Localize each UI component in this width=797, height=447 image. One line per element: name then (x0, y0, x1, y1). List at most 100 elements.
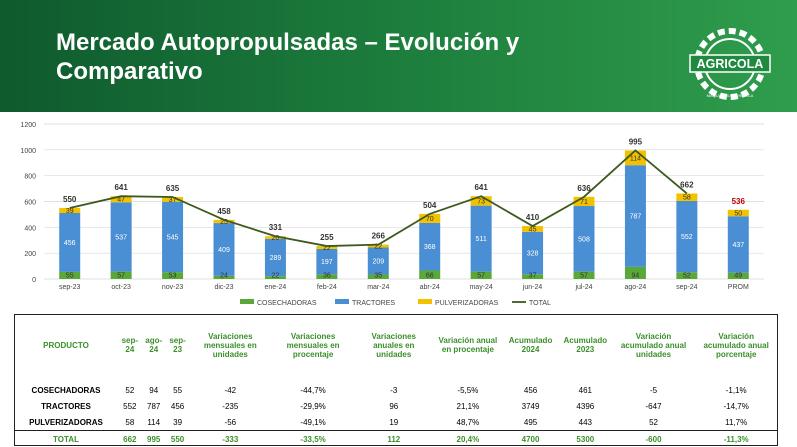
data-label-tractores: 328 (527, 251, 539, 258)
table-cell: -42 (189, 382, 271, 398)
y-tick-label: 800 (24, 174, 36, 181)
data-label-pulverizadoras: 73 (477, 198, 485, 205)
data-label-cosechadoras: 94 (632, 273, 640, 280)
data-label-total: 641 (114, 183, 128, 192)
data-label-pulverizadoras: 39 (66, 208, 74, 215)
table-cell: 550 (166, 431, 190, 447)
table-cell: 4396 (558, 398, 613, 414)
table-cell: 20,4% (433, 431, 504, 447)
table-cell: 995 (142, 431, 166, 447)
data-label-tractores: 437 (732, 242, 744, 249)
data-label-total: 995 (629, 137, 643, 146)
data-label-pulverizadoras: 70 (426, 216, 434, 223)
data-label-tractores: 537 (115, 234, 127, 241)
table-cell: -49,1% (271, 414, 355, 431)
data-label-total: 636 (577, 184, 591, 193)
data-label-total: 331 (269, 223, 283, 232)
table-header-cell: sep-23 (166, 314, 190, 376)
x-tick-label: mar-24 (367, 284, 389, 291)
table-cell: 96 (355, 398, 433, 414)
data-label-tractores: 368 (424, 244, 436, 251)
data-label-tractores: 456 (64, 240, 76, 247)
legend-label: COSECHADORAS (257, 300, 317, 307)
table-cell: 52 (118, 382, 142, 398)
x-tick-label: ago-24 (625, 284, 647, 291)
y-tick-label: 400 (24, 225, 36, 232)
data-label-cosechadoras: 35 (374, 273, 382, 280)
table-cell: -14,7% (694, 398, 778, 414)
data-label-cosechadoras: 49 (734, 273, 742, 280)
table-cell: 461 (558, 382, 613, 398)
data-label-tractores: 545 (167, 234, 179, 241)
table-cell: 112 (355, 431, 433, 447)
x-tick-label: sep-24 (676, 284, 698, 291)
logo-subtext: MAQUINARIA AGRICOLA (707, 93, 754, 98)
x-tick-label: ene-24 (265, 284, 287, 291)
table-cell-product: TRACTORES (14, 398, 118, 414)
table-cell: -11,3% (694, 431, 778, 447)
table-cell-product: TOTAL (14, 431, 118, 447)
data-label-cosechadoras: 55 (66, 273, 74, 280)
data-label-cosechadoras: 53 (169, 273, 177, 280)
table-header-producto: PRODUCTO (14, 314, 118, 376)
data-label-total: 458 (217, 207, 231, 216)
data-label-cosechadoras: 22 (272, 273, 280, 280)
table-cell: 114 (142, 414, 166, 431)
table-cell: 58 (118, 414, 142, 431)
y-tick-label: 600 (24, 200, 36, 207)
table-cell: 52 (613, 414, 695, 431)
data-label-cosechadoras: 52 (683, 273, 691, 280)
data-label-total: 255 (320, 233, 334, 242)
data-label-cosechadoras: 37 (529, 273, 537, 280)
legend-swatch-tractores (335, 299, 349, 304)
y-tick-label: 1200 (20, 122, 36, 129)
table-cell: -333 (189, 431, 271, 447)
table-cell: -5 (613, 382, 695, 398)
table-cell: -3 (355, 382, 433, 398)
x-tick-label: dic-23 (214, 284, 233, 291)
x-tick-label: PROM (728, 284, 749, 291)
page-title: Mercado Autopropulsadas – Evolución y Co… (56, 28, 616, 86)
table-cell: 11,7% (694, 414, 778, 431)
x-tick-label: jun-24 (522, 284, 543, 291)
table-cell: -33,5% (271, 431, 355, 447)
table-cell: 21,1% (433, 398, 504, 414)
table-header-cell: Variaciones mensuales en procentaje (271, 314, 355, 376)
table-cell-product: PULVERIZADORAS (14, 414, 118, 431)
stacked-bar-chart: 0200400600800100012005545639sep-23575374… (0, 115, 797, 315)
data-label-total: 662 (680, 180, 694, 189)
table-header-cell: Variación acumulado anual unidades (613, 314, 695, 376)
x-tick-label: feb-24 (317, 284, 337, 291)
table-cell: -600 (613, 431, 695, 447)
data-label-pulverizadoras: 71 (580, 199, 588, 206)
data-label-total: 536 (732, 197, 746, 206)
data-label-tractores: 209 (372, 258, 384, 265)
y-tick-label: 1000 (20, 148, 36, 155)
x-tick-label: oct-23 (111, 284, 131, 291)
data-label-total: 635 (166, 184, 180, 193)
x-tick-label: nov-23 (162, 284, 184, 291)
table-header-cell: Variación acumulado anual porcentaje (694, 314, 778, 376)
table-cell-product: COSECHADORAS (14, 382, 118, 398)
legend-swatch-pulverizadoras (418, 299, 432, 304)
table-cell: -29,9% (271, 398, 355, 414)
x-tick-label: may-24 (469, 284, 492, 291)
data-label-pulverizadoras: 50 (734, 210, 742, 217)
table-header-cell: Acumulado 2023 (558, 314, 613, 376)
x-tick-label: abr-24 (420, 284, 440, 291)
table-cell: -56 (189, 414, 271, 431)
data-label-tractores: 511 (476, 236, 487, 243)
header-banner: Mercado Autopropulsadas – Evolución y Co… (0, 0, 797, 112)
data-label-total: 266 (372, 232, 386, 241)
table-cell: 495 (503, 414, 558, 431)
table-header-cell: Variaciones anuales en unidades (355, 314, 433, 376)
table-header-cell: Variaciones mensuales en unidades (189, 314, 271, 376)
data-label-cosechadoras: 57 (117, 273, 125, 280)
table-cell: 443 (558, 414, 613, 431)
table-cell: 787 (142, 398, 166, 414)
table-header-cell: Acumulado 2024 (503, 314, 558, 376)
data-label-pulverizadoras: 45 (529, 226, 537, 233)
